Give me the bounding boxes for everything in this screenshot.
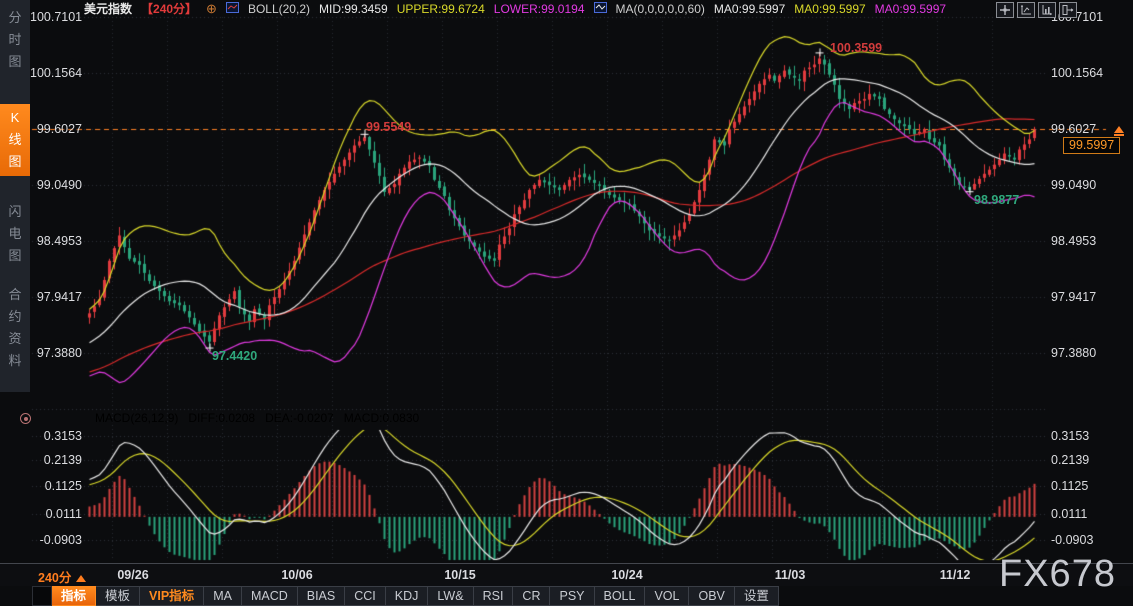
toolbar-button-KDJ[interactable]: KDJ (385, 586, 429, 606)
boll-mid-value: MID:99.3459 (319, 1, 388, 16)
y-axis-label: 99.6027 (1051, 122, 1097, 136)
y-axis-label: 98.4953 (36, 234, 82, 248)
ma0-value-yellow: MA0:99.5997 (794, 1, 866, 16)
y-axis-label: 99.0490 (36, 178, 82, 192)
y-axis-label: 0.0111 (1051, 507, 1088, 521)
macd-value: MACD:0.0830 (343, 411, 420, 425)
boll-upper-value: UPPER:99.6724 (396, 1, 485, 16)
toolbar-button-指标[interactable]: 指标 (52, 586, 97, 606)
y-axis-label: 0.1125 (44, 479, 82, 493)
time-axis: 240分 09/26 10/06 10/15 10/24 11/03 11/12 (0, 563, 1133, 586)
symbol-title: 美元指数 (84, 2, 133, 16)
y-axis-label: 100.7101 (30, 10, 83, 24)
y-axis-label: 0.2139 (43, 453, 82, 467)
last-price-badge: 99.5997 (1063, 137, 1121, 154)
y-axis-label: 99.6027 (36, 122, 82, 136)
crosshair-icon[interactable] (996, 2, 1014, 18)
price-annotation: 97.4420 (212, 349, 258, 363)
chevron-up-icon (76, 575, 87, 582)
ma0-value-magenta: MA0:99.5997 (874, 1, 947, 16)
watermark: FX678 (999, 553, 1116, 595)
ma0-value-white: MA0:99.5997 (713, 1, 786, 16)
x-axis-date-label: 10/24 (611, 568, 643, 582)
price-annotation: 98.9877 (974, 193, 1020, 207)
boll-label: BOLL(20,2) (247, 1, 310, 16)
y-axis-label: -0.0903 (39, 533, 82, 547)
toolbar-button-VOL[interactable]: VOL (645, 586, 690, 606)
y-axis-label: 97.3880 (1051, 346, 1097, 360)
indicator-toolbar: 指标 模板 VIP指标 MA MACD BIAS CCI KDJ LW& RSI CR PSY BOLL… (32, 586, 779, 606)
y-axis-label: 100.1564 (1051, 66, 1104, 80)
y-axis-label: 97.9417 (1051, 290, 1097, 304)
period-selector[interactable]: 240分 (38, 567, 87, 586)
y-axis-label: -0.0903 (1051, 533, 1094, 547)
y-axis-label: 100.1564 (30, 66, 83, 80)
x-axis-date-label: 11/12 (939, 568, 971, 582)
sidebar-tab-2[interactable]: 闪电图 (8, 204, 22, 263)
y-axis-label: 97.3880 (36, 346, 82, 360)
period-label: 【240分】 (141, 2, 198, 16)
x-axis-date-label: 10/15 (444, 568, 476, 582)
link-chart-icon[interactable]: ⊕ (206, 1, 217, 16)
axis-right-chart-icon[interactable] (1038, 2, 1056, 18)
toolbar-button-MA[interactable]: MA (204, 586, 242, 606)
chart-header: 美元指数 【240分】 ⊕ BOLL(20,2) MID:99.3459 UPP… (84, 1, 946, 16)
macd-label: MACD(26,12,9) (95, 411, 179, 425)
x-axis-date-label: 10/06 (281, 568, 313, 582)
price-annotation: 100.3599 (830, 41, 883, 55)
axis-left-chart-icon[interactable] (1017, 2, 1035, 18)
toolbar-corner-box[interactable] (32, 586, 52, 606)
y-axis-label: 99.0490 (1051, 178, 1097, 192)
toolbar-button-RSI[interactable]: RSI (473, 586, 514, 606)
ma-label: MA(0,0,0,0,0,60) (615, 1, 705, 16)
toolbar-button-CCI[interactable]: CCI (345, 586, 386, 606)
boll-lower-value: LOWER:99.0194 (493, 1, 585, 16)
y-axis-label: 0.3153 (43, 429, 82, 443)
y-axis-label: 98.4953 (1051, 234, 1097, 248)
indicator-chart-icon[interactable] (225, 1, 239, 16)
x-axis-date-label: 09/26 (117, 568, 149, 582)
toolbar-button-模板[interactable]: 模板 (96, 586, 141, 606)
toolbar-button-VIP指标[interactable]: VIP指标 (140, 586, 205, 606)
y-axis-label: 0.3153 (1051, 429, 1090, 443)
toolbar-button-MACD[interactable]: MACD (241, 586, 298, 606)
indicator-pane-button[interactable] (20, 413, 31, 424)
macd-dea-value: DEA:-0.0207 (265, 411, 334, 425)
sidebar-tab-3[interactable]: 合约资料 (8, 287, 22, 368)
toolbar-button-LW&[interactable]: LW& (428, 586, 474, 606)
price-marker-icon (1114, 126, 1124, 136)
macd-header: MACD(26,12,9) DIFF:0.0208 DEA:-0.0207 MA… (95, 411, 419, 425)
toolbar-button-BIAS[interactable]: BIAS (297, 586, 346, 606)
x-axis-date-label: 11/03 (774, 568, 806, 582)
y-axis-label: 97.9417 (36, 290, 82, 304)
indicator-chart-icon[interactable] (593, 1, 607, 16)
price-annotation: 99.5549 (366, 120, 412, 134)
y-axis-label: 0.1125 (1051, 479, 1089, 493)
y-axis-label: 0.2139 (1051, 453, 1090, 467)
toolbar-button-CR[interactable]: CR (513, 586, 551, 606)
sidebar-tab-0[interactable]: 分时图 (8, 10, 22, 69)
toolbar-button-设置[interactable]: 设置 (734, 586, 779, 606)
toolbar-button-OBV[interactable]: OBV (689, 586, 735, 606)
panel-expand-icon[interactable] (1059, 2, 1077, 18)
toolbar-button-BOLL[interactable]: BOLL (594, 586, 646, 606)
header-tool-icons (996, 2, 1077, 18)
toolbar-button-PSY[interactable]: PSY (550, 586, 595, 606)
y-axis-label: 0.0111 (45, 507, 82, 521)
macd-diff-value: DIFF:0.0208 (188, 411, 256, 425)
